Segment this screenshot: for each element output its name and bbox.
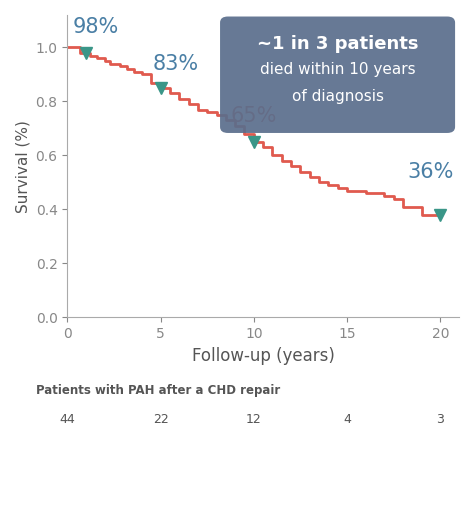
Text: 4: 4	[343, 413, 351, 426]
Text: 83%: 83%	[153, 54, 199, 75]
X-axis label: Follow-up (years): Follow-up (years)	[191, 347, 335, 365]
Text: 44: 44	[59, 413, 75, 426]
Text: 22: 22	[153, 413, 168, 426]
Text: 3: 3	[437, 413, 444, 426]
Text: Patients with PAH after a CHD repair: Patients with PAH after a CHD repair	[36, 384, 280, 397]
Text: of diagnosis: of diagnosis	[292, 89, 383, 104]
Text: ~1 in 3 patients: ~1 in 3 patients	[257, 34, 419, 52]
FancyBboxPatch shape	[220, 16, 455, 133]
Text: 12: 12	[246, 413, 262, 426]
Y-axis label: Survival (%): Survival (%)	[15, 120, 30, 213]
Text: 36%: 36%	[408, 162, 454, 182]
Text: 98%: 98%	[72, 16, 118, 36]
Text: 65%: 65%	[231, 106, 277, 126]
Text: died within 10 years: died within 10 years	[260, 62, 415, 77]
